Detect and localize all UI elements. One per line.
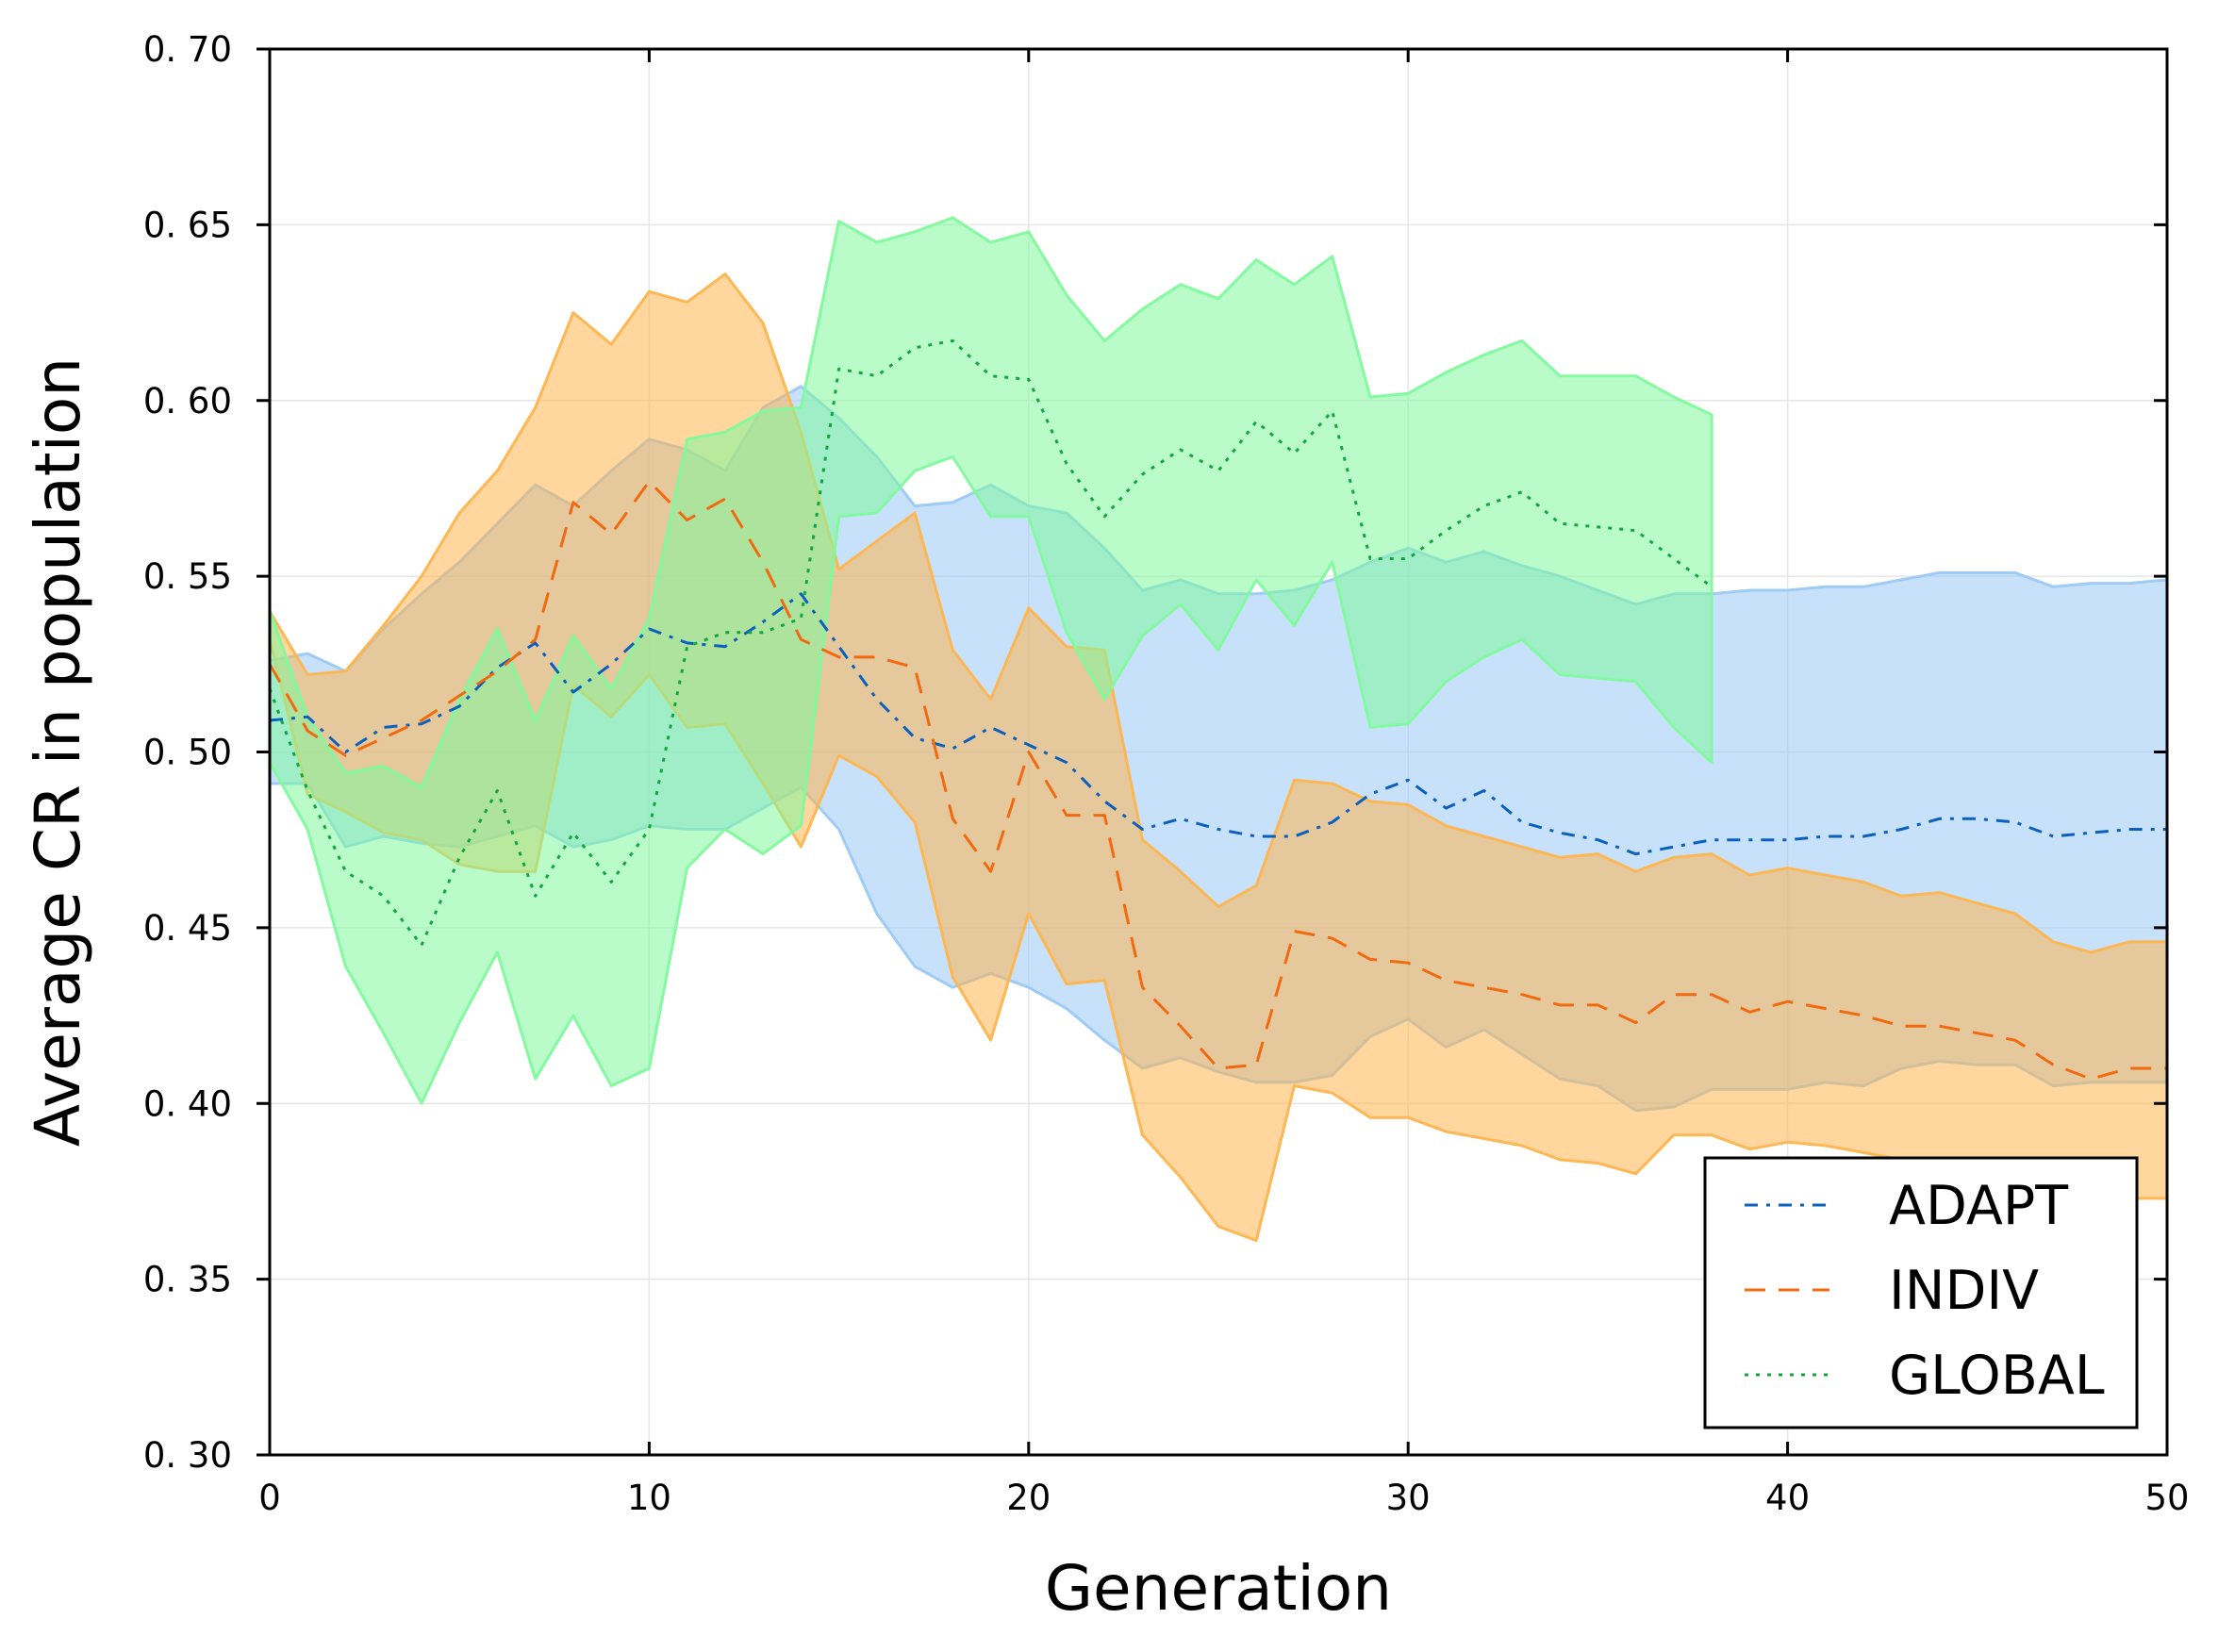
legend-label-global: GLOBAL [1889,1345,2105,1407]
legend: ADAPT INDIV GLOBAL [1703,1156,2139,1429]
x-tick-label: 10 [627,1478,671,1518]
legend-label-indiv: INDIV [1889,1260,2039,1322]
series-line-adapt [269,592,2167,856]
x-tick-label: 30 [1386,1478,1431,1518]
series-line-indiv [268,480,2167,1081]
legend-label-adapt: ADAPT [1889,1175,2068,1237]
y-tick-label: 0. 50 [143,733,232,773]
y-tick-label: 0. 40 [143,1083,232,1124]
y-tick-label: 0. 30 [143,1435,232,1476]
y-tick-label: 0. 70 [143,29,232,70]
legend-box [1703,1156,2139,1429]
x-axis-title: Generation [1045,1552,1392,1625]
x-tick-label: 40 [1765,1478,1810,1518]
x-tick-label: 50 [2144,1478,2189,1518]
y-tick-label: 0. 45 [143,908,232,949]
y-axis-title: Average CR in population [22,357,94,1147]
mean-lines [268,339,2167,1081]
tick-labels: 0 10 20 30 40 50 0. 30 0. 35 0. 40 0. 45 0. 50 0. 5… [143,29,2190,1518]
y-tick-label: 0. 60 [143,381,232,421]
axis-ticks [257,47,2169,1457]
confidence-bands [268,216,2169,1243]
x-tick-label: 0 [258,1478,281,1518]
y-tick-label: 0. 35 [143,1260,232,1300]
y-tick-label: 0. 55 [143,556,232,597]
x-tick-label: 20 [1006,1478,1051,1518]
band-global [268,216,1713,1105]
y-tick-label: 0. 65 [143,205,232,245]
